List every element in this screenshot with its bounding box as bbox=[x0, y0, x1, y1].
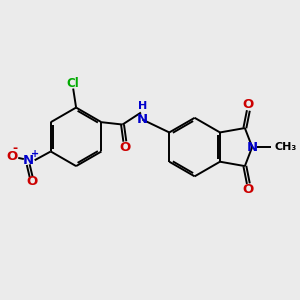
Text: O: O bbox=[6, 150, 17, 163]
Text: -: - bbox=[12, 142, 17, 155]
Text: O: O bbox=[26, 176, 38, 188]
Text: O: O bbox=[243, 183, 254, 196]
Text: N: N bbox=[247, 141, 258, 154]
Text: H: H bbox=[138, 101, 147, 111]
Text: CH₃: CH₃ bbox=[275, 142, 297, 152]
Text: N: N bbox=[137, 113, 148, 126]
Text: Cl: Cl bbox=[66, 77, 79, 90]
Text: O: O bbox=[119, 141, 130, 154]
Text: O: O bbox=[243, 98, 254, 111]
Text: +: + bbox=[31, 149, 39, 159]
Text: N: N bbox=[23, 154, 34, 167]
